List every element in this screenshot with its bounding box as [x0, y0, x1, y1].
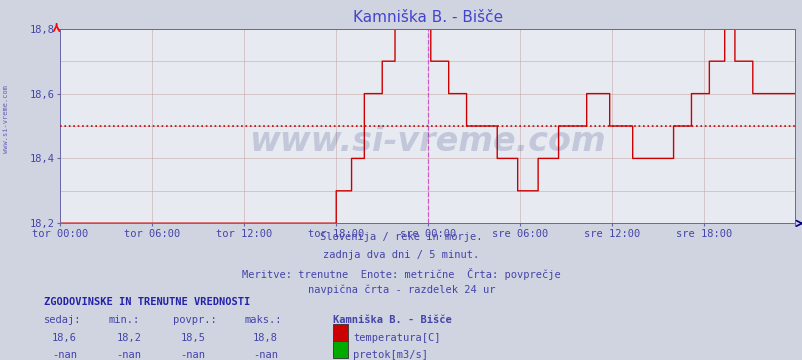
Text: www.si-vreme.com: www.si-vreme.com — [3, 85, 10, 153]
Text: maks.:: maks.: — [245, 315, 282, 325]
Text: -nan: -nan — [253, 350, 277, 360]
Text: Slovenija / reke in morje.: Slovenija / reke in morje. — [320, 232, 482, 242]
Text: www.si-vreme.com: www.si-vreme.com — [249, 125, 606, 158]
Text: -nan: -nan — [116, 350, 141, 360]
Text: 18,6: 18,6 — [52, 333, 77, 343]
Text: zadnja dva dni / 5 minut.: zadnja dva dni / 5 minut. — [323, 250, 479, 260]
Text: 18,5: 18,5 — [180, 333, 205, 343]
Text: -nan: -nan — [52, 350, 77, 360]
Text: 18,2: 18,2 — [116, 333, 141, 343]
Text: temperatura[C]: temperatura[C] — [353, 333, 440, 343]
Text: Kamniška B. - Bišče: Kamniška B. - Bišče — [333, 315, 452, 325]
Text: povpr.:: povpr.: — [172, 315, 216, 325]
Title: Kamniška B. - Bišče: Kamniška B. - Bišče — [352, 10, 502, 25]
Text: ZGODOVINSKE IN TRENUTNE VREDNOSTI: ZGODOVINSKE IN TRENUTNE VREDNOSTI — [44, 297, 250, 307]
Text: min.:: min.: — [108, 315, 140, 325]
Text: 18,8: 18,8 — [253, 333, 277, 343]
Text: pretok[m3/s]: pretok[m3/s] — [353, 350, 427, 360]
Text: -nan: -nan — [180, 350, 205, 360]
Text: sedaj:: sedaj: — [44, 315, 82, 325]
Text: navpična črta - razdelek 24 ur: navpična črta - razdelek 24 ur — [307, 284, 495, 295]
Text: Meritve: trenutne  Enote: metrične  Črta: povprečje: Meritve: trenutne Enote: metrične Črta: … — [242, 268, 560, 280]
